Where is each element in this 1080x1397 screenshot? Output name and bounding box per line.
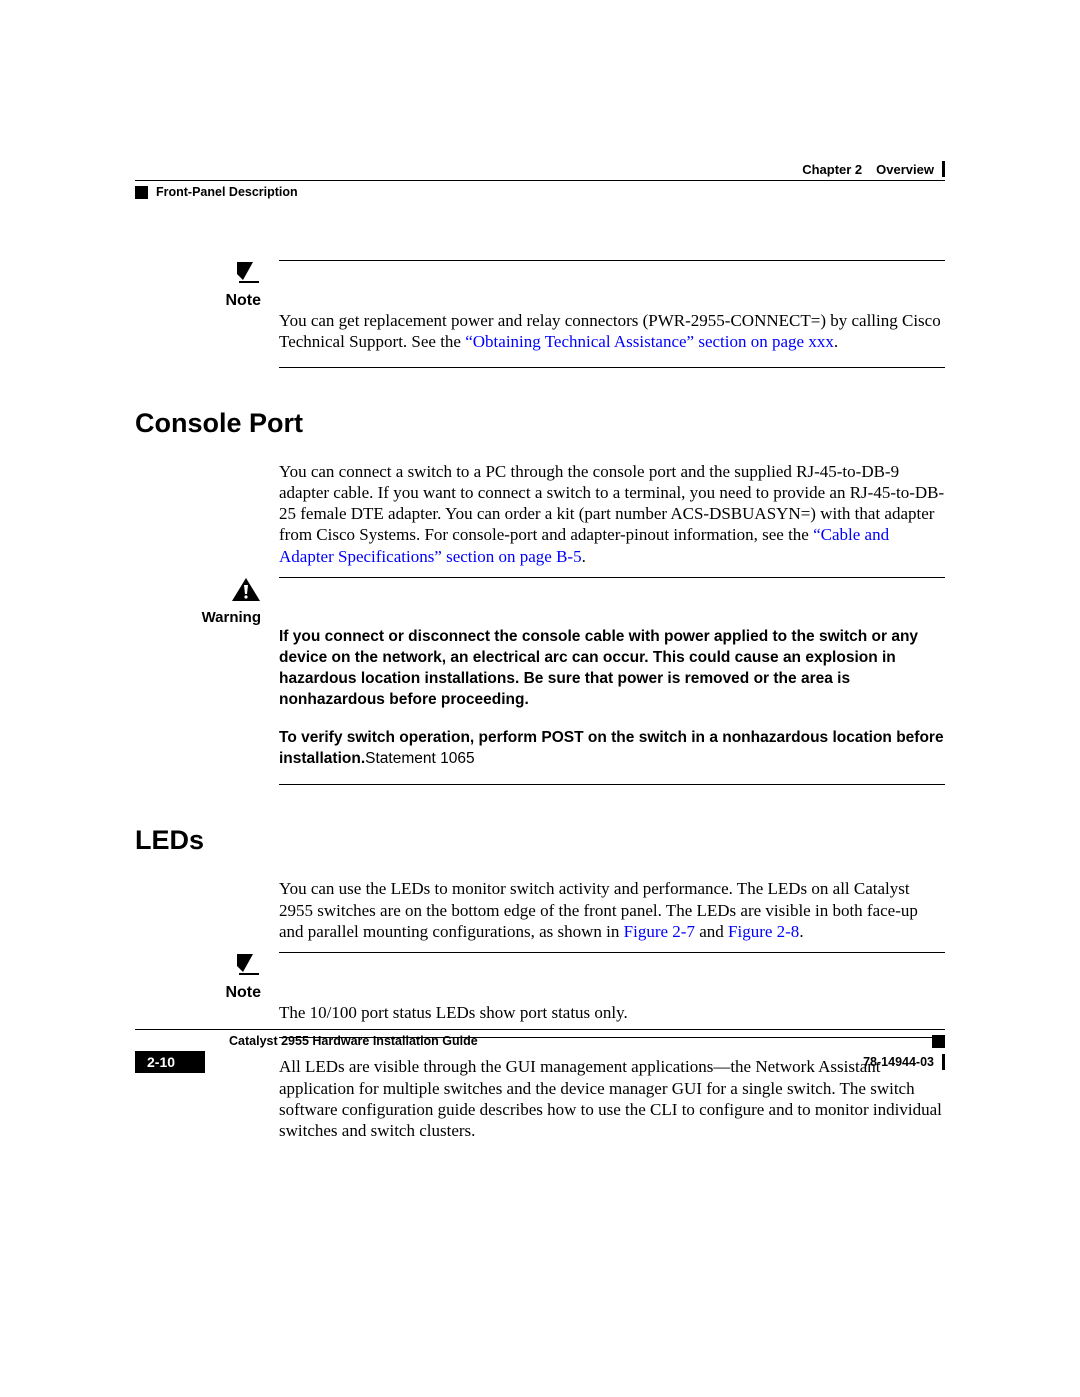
note-icon (233, 260, 261, 286)
page-number: 2-10 (135, 1051, 205, 1073)
link-technical-assistance[interactable]: “Obtaining Technical Assistance” section… (465, 332, 834, 351)
note-icon (233, 952, 261, 978)
warning-para-1: If you connect or disconnect the console… (279, 627, 945, 711)
leds-text-after: . (799, 922, 803, 941)
header-row-2: Front-Panel Description (135, 184, 945, 200)
footer-row-1: Catalyst 2955 Hardware Installation Guid… (135, 1033, 945, 1049)
footer-square (932, 1035, 945, 1048)
warning-rule-top (279, 577, 945, 621)
note-block-1: Note You can get replacement power and r… (135, 260, 945, 368)
link-figure-2-8[interactable]: Figure 2-8 (728, 922, 799, 941)
note-label: Note (225, 292, 261, 309)
warning-rule-bot (279, 784, 945, 785)
header-rule (135, 180, 945, 181)
chapter-title: Overview (876, 162, 942, 177)
console-text-after: . (582, 547, 586, 566)
footer-guide-title: Catalyst 2955 Hardware Installation Guid… (229, 1034, 932, 1048)
note2-body: The 10/100 port status LEDs show port st… (279, 1002, 945, 1023)
header-row-1: Chapter 2 Overview (135, 160, 945, 178)
header-bar (942, 161, 945, 177)
footer-rule (135, 1029, 945, 1030)
console-port-paragraph: You can connect a switch to a PC through… (279, 461, 945, 567)
footer-row-2: 2-10 78-14944-03 (135, 1051, 945, 1073)
leds-paragraph-1: You can use the LEDs to monitor switch a… (279, 878, 945, 942)
note-label-col: Note (135, 260, 261, 310)
running-header: Chapter 2 Overview Front-Panel Descripti… (135, 160, 945, 200)
note2-rule-top (279, 952, 945, 996)
note-rule-top (279, 260, 945, 304)
note-block-2: Note The 10/100 port status LEDs show po… (135, 952, 945, 1038)
note2-label-col: Note (135, 952, 261, 1002)
section-name: Front-Panel Description (156, 185, 298, 199)
running-footer: Catalyst 2955 Hardware Installation Guid… (135, 1029, 945, 1073)
heading-leds: LEDs (135, 825, 945, 856)
warning-label-col: Warning (135, 577, 261, 627)
document-number: 78-14944-03 (863, 1055, 942, 1069)
warning-icon (231, 577, 261, 603)
note-text-after: . (834, 332, 838, 351)
warning-body: If you connect or disconnect the console… (279, 627, 945, 771)
note2-label: Note (225, 984, 261, 1001)
link-figure-2-7[interactable]: Figure 2-7 (624, 922, 695, 941)
heading-console-port: Console Port (135, 408, 945, 439)
leds-text-before: You can use the LEDs to monitor switch a… (279, 879, 918, 941)
warning-statement: Statement 1065 (365, 750, 474, 767)
leds-text-mid: and (695, 922, 728, 941)
chapter-label: Chapter 2 (802, 162, 876, 177)
note-body: You can get replacement power and relay … (279, 310, 945, 353)
note-rule-bot (279, 367, 945, 368)
warning-label: Warning (202, 609, 261, 626)
warning-block: Warning If you connect or disconnect the… (135, 577, 945, 786)
page-content: Chapter 2 Overview Front-Panel Descripti… (135, 160, 945, 1141)
warning-para-2: To verify switch operation, perform POST… (279, 728, 945, 770)
footer-bar (942, 1054, 945, 1070)
header-square (135, 186, 148, 199)
